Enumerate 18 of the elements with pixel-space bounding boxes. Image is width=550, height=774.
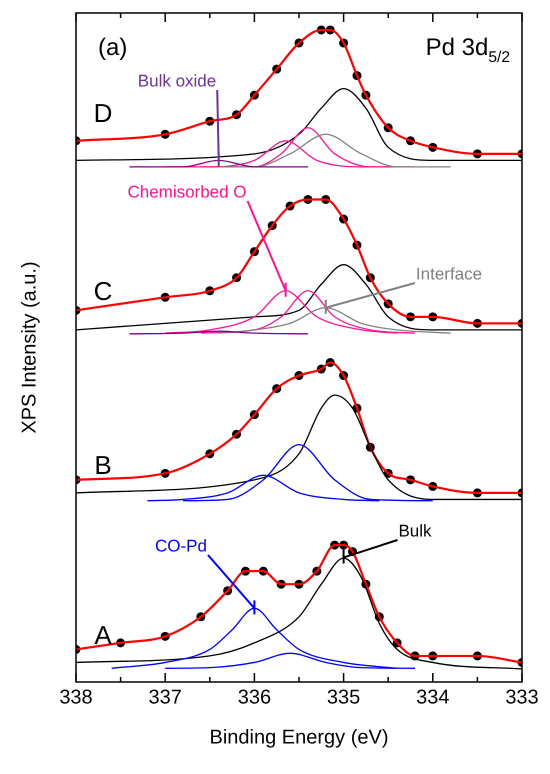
annotation: C — [94, 276, 112, 306]
annotation: A — [94, 620, 112, 650]
y-axis-title: XPS Intensity (a.u.) — [18, 261, 41, 434]
x-axis-title: Binding Energy (eV) — [210, 726, 388, 749]
annotation: D — [94, 98, 112, 128]
annotation: (a) — [98, 34, 128, 61]
annotation: Interface — [416, 264, 482, 284]
annotation: Chemisorbed O — [127, 182, 247, 202]
x-tick-label: 335 — [326, 686, 360, 709]
x-tick-label: 334 — [416, 686, 450, 709]
annotation: Bulk oxide — [138, 72, 216, 91]
annotation: B — [94, 450, 112, 480]
annotation: Bulk — [398, 522, 432, 541]
annotation: CO-Pd — [155, 536, 207, 556]
x-tick-label: 337 — [148, 686, 182, 709]
x-tick-label: 333 — [505, 686, 539, 709]
x-tick-label: 338 — [59, 686, 93, 709]
x-tick-label: 336 — [238, 686, 272, 709]
